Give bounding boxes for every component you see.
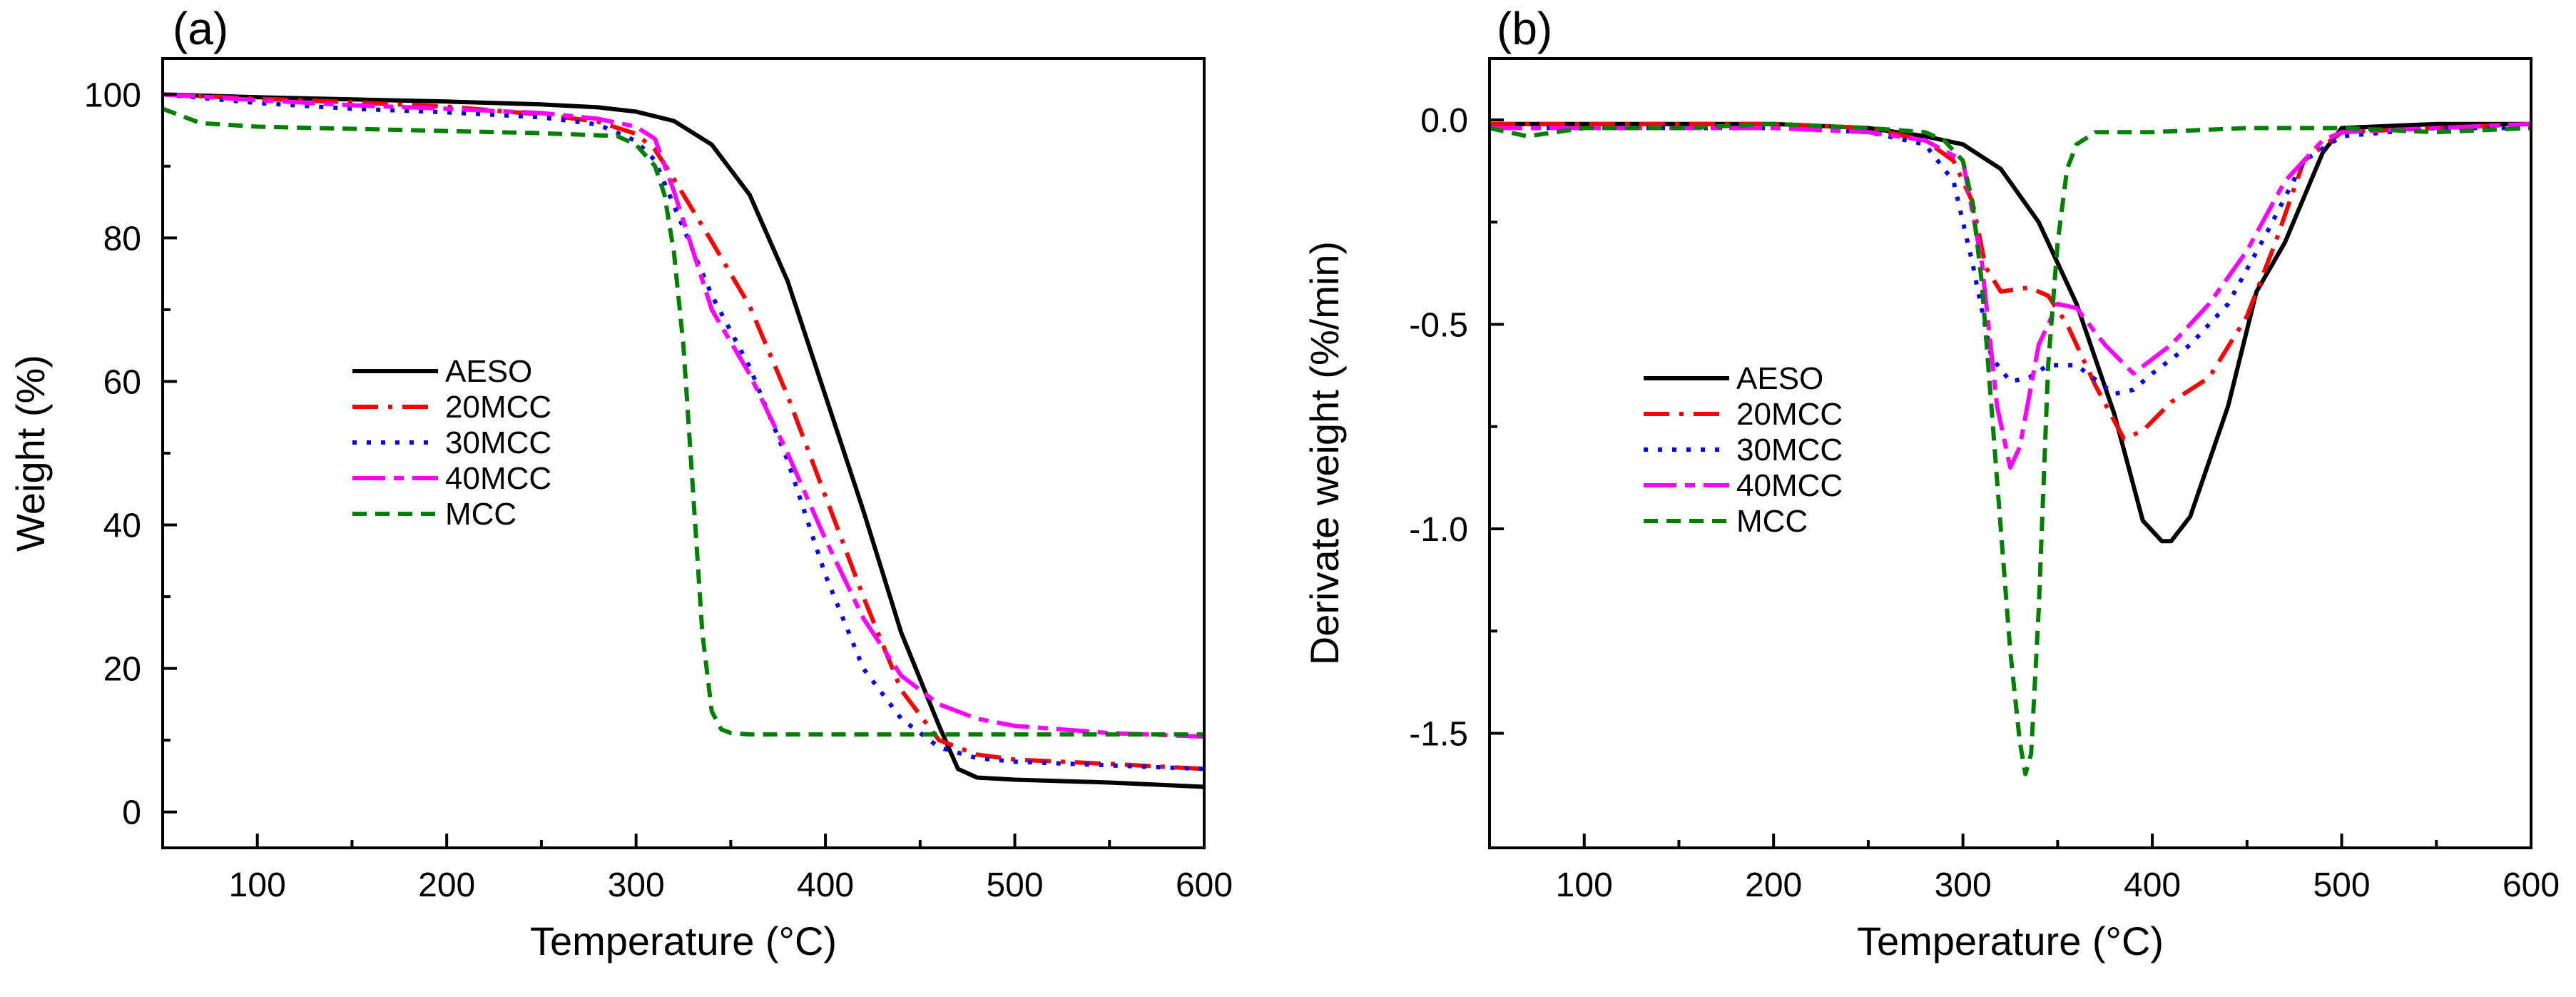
plot-frame [1488, 57, 2532, 849]
legend-label-30mcc: 30MCC [445, 425, 551, 460]
x-tick-label: 600 [2503, 866, 2560, 904]
plot-frame [161, 57, 1206, 849]
y-tick-label: -1.5 [1409, 716, 1468, 754]
x-tick-label: 600 [1176, 866, 1233, 904]
x-tick-label: 100 [229, 866, 286, 904]
chart-panel-1: 100 200 300 400 500 600 0.0 -0.5 -1.0 -1.5 Tempera… [1302, 3, 2560, 963]
series-line-20mcc [1490, 121, 2531, 441]
series-group [163, 92, 1204, 789]
y-axis-title: Weight (%) [8, 355, 53, 552]
legend-label-mcc: MCC [445, 497, 516, 532]
y-axis-title: Derivate weight (%/min) [1302, 241, 1347, 665]
panel-label: (b) [1497, 3, 1552, 54]
y-tick-label: 60 [103, 363, 141, 401]
x-tick-label: 400 [797, 866, 854, 904]
legend-label-aeso: AESO [1736, 361, 1823, 396]
legend-label-20mcc: 20MCC [445, 390, 551, 425]
series-line-aeso [163, 92, 1204, 789]
x-tick-label: 100 [1556, 866, 1613, 904]
series-line-30mcc [1490, 126, 2531, 396]
series-line-mcc [1490, 121, 2531, 776]
y-tick-label: 100 [84, 76, 141, 114]
series-line-40mcc [163, 92, 1204, 739]
panel-label: (a) [173, 3, 228, 54]
y-tick-label: 0.0 [1420, 102, 1468, 140]
y-tick-label: 40 [103, 507, 141, 545]
series-line-30mcc [163, 92, 1204, 771]
x-tick-label: 300 [1935, 866, 1992, 904]
series-line-mcc [163, 106, 1204, 737]
x-tick-label: 200 [418, 866, 475, 904]
x-tick-label: 200 [1745, 866, 1802, 904]
y-tick-label: 80 [103, 220, 141, 258]
x-tick-label: 500 [2313, 866, 2370, 904]
y-tick-label: 0 [122, 794, 141, 832]
series-line-aeso [1490, 121, 2531, 544]
legend-label-20mcc: 20MCC [1736, 397, 1843, 432]
legend-label-40mcc: 40MCC [445, 461, 551, 496]
x-tick-label: 300 [608, 866, 665, 904]
x-axis-title: Temperature (°C) [1857, 918, 2164, 963]
legend-label-30mcc: 30MCC [1736, 432, 1843, 467]
legend-label-40mcc: 40MCC [1736, 468, 1843, 503]
series-group [1490, 121, 2531, 776]
x-tick-label: 500 [986, 866, 1043, 904]
y-tick-label: -0.5 [1409, 306, 1468, 344]
legend-label-aeso: AESO [445, 354, 532, 389]
x-tick-label: 400 [2124, 866, 2181, 904]
legend-label-mcc: MCC [1736, 504, 1808, 539]
y-tick-label: 20 [103, 651, 141, 689]
x-axis-title: Temperature (°C) [530, 918, 837, 963]
y-tick-label: -1.0 [1409, 511, 1468, 549]
series-line-40mcc [1490, 121, 2531, 470]
series-line-20mcc [163, 92, 1204, 771]
chart-panel-0: 100 200 300 400 500 600 0 20 40 60 80 100 Temperatur… [8, 3, 1233, 963]
